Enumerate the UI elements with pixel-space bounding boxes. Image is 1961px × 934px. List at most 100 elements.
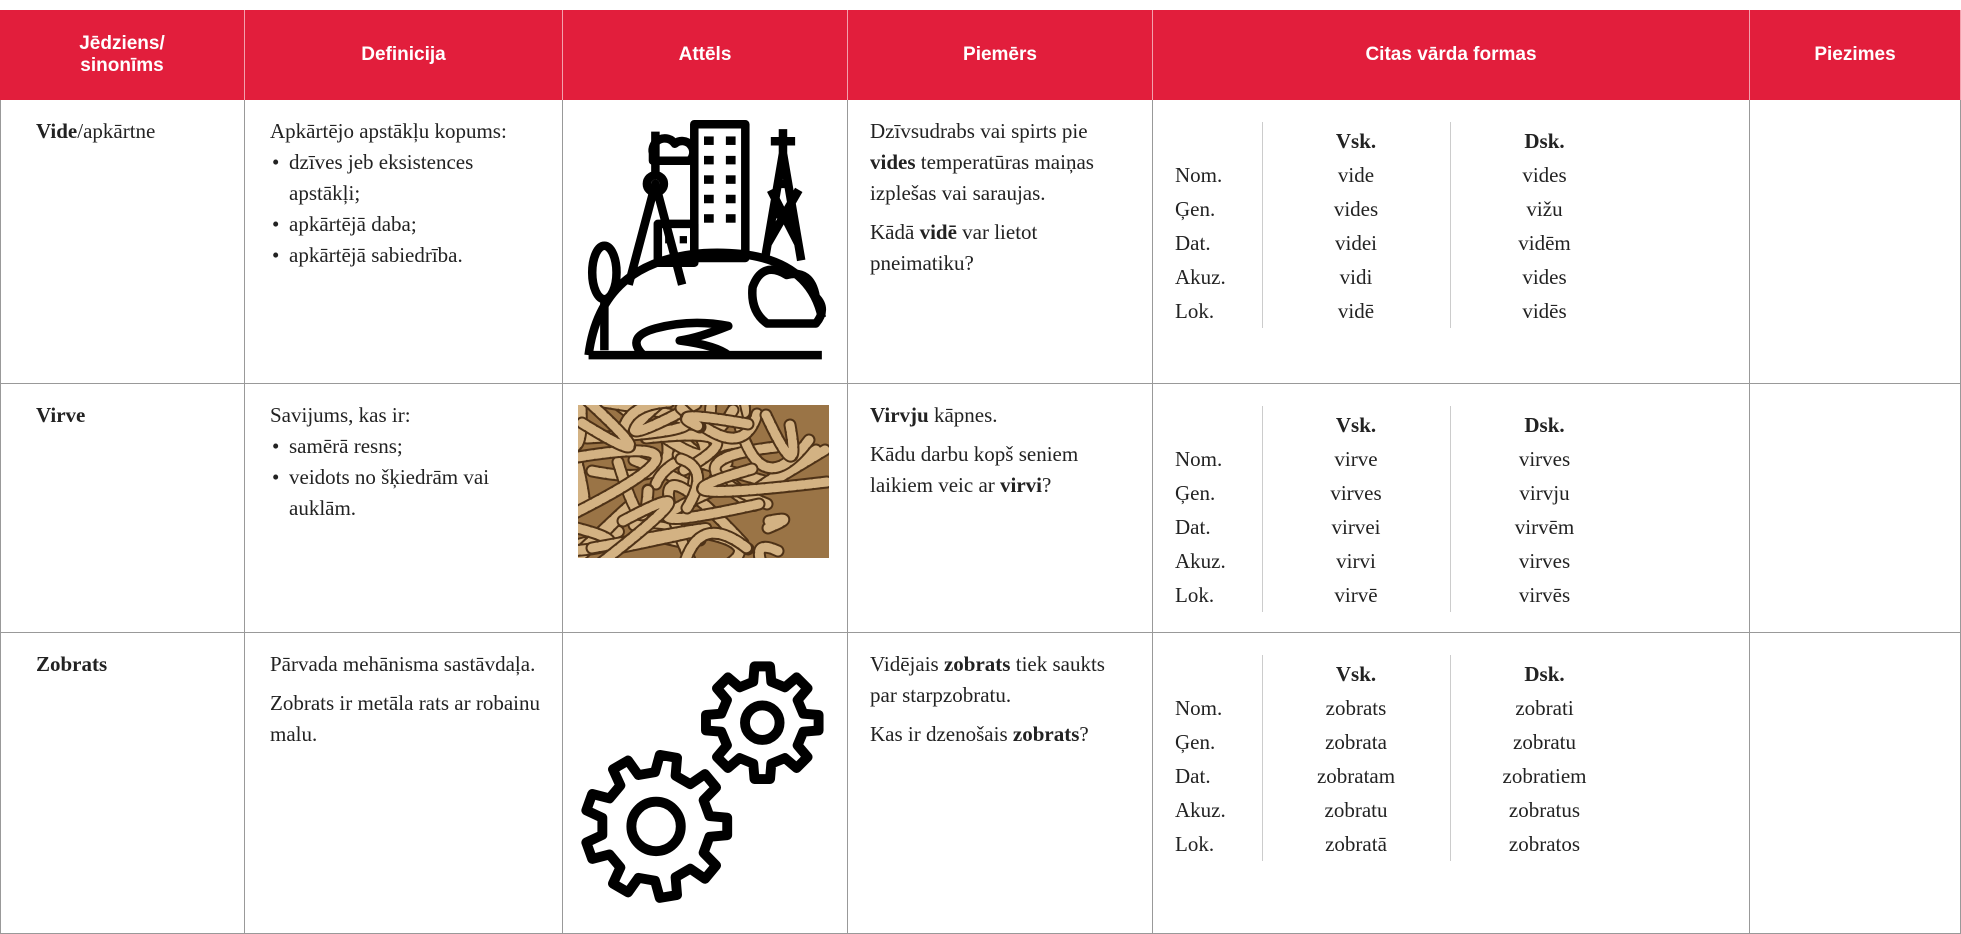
header-cell: Jēdziens/ sinonīms [0,10,245,100]
graphic [584,248,827,356]
form: zobratiem [1502,764,1587,788]
definition: Savijums, kas ir: • samērā resns; • veidots … [270,400,542,524]
case-label: Akuz. [1175,265,1226,289]
case-label: Ģen. [1175,730,1216,754]
paragraph: Dzīvsudrabs vai spirts pie vides tempera… [870,116,1132,209]
paragraph: Savijums, kas ir: [270,403,411,427]
image-cell [563,100,848,384]
bullet-text: apkārtējā daba; [289,212,417,236]
graphic [725,136,736,145]
graphic [698,464,832,496]
form: vidē [1337,299,1375,323]
paragraph: Zobrats ir metāla rats ar robainu malu. [270,691,540,746]
singular-forms: Vsk. zobrats zobrata zobratam zobratu zobratā [1262,657,1450,861]
definition-cell: Apkārtējo apstākļu kopums: • dzīves jeb ek… [245,100,563,384]
bold-text: Zobrats [36,652,108,676]
definition: Apkārtējo apstākļu kopums: • dzīves jeb ek… [270,116,542,271]
graphic [704,155,714,165]
image [581,117,827,366]
graphic [725,175,736,184]
form: zobrata [1325,730,1387,754]
column-separator [1450,655,1451,861]
graphic [760,129,806,262]
paragraph: Apkārtējo apstākļu kopums: [270,119,507,143]
case-label: Ģen. [1175,481,1216,505]
bullet: • [272,243,280,267]
case-label: Dat. [1175,764,1211,788]
graphic [704,214,714,223]
example-cell: Dzīvsudrabs vai spirts pie vides tempera… [848,100,1153,384]
case-label: Akuz. [1175,798,1226,822]
case-label: Nom. [1175,696,1223,720]
graphic [581,749,733,903]
graphic [587,497,674,575]
bullet-item: • veidots no šķiedrām vai auklām. [270,462,542,524]
form: zobratos [1508,832,1581,856]
bold-text: virvi [1000,473,1043,497]
case-label: Lok. [1175,583,1215,607]
graphic [574,388,635,452]
form: vides [1522,265,1567,289]
bold-text: Vide [36,119,78,143]
graphic [681,528,753,564]
term-cell: Vide/apkārtne [0,100,245,384]
form: zobratam [1316,764,1396,788]
form: vides [1522,163,1567,187]
graphic [690,120,750,263]
definition-cell: Savijums, kas ir: • samērā resns; • veidots … [245,384,563,633]
form: vides [1333,197,1379,221]
bullet-item: • dzīves jeb eksistences apstākļi; [270,147,542,209]
text: kāpnes. [928,403,998,427]
form: virvju [1519,481,1570,505]
form: virvē [1334,583,1378,607]
number-header: Dsk. [1524,129,1565,153]
graphic [524,356,834,616]
form: virves [1518,549,1571,573]
paragraph: Vidējais zobrats tiek saukts par starpzo… [870,649,1132,711]
form: vidēm [1518,231,1571,255]
bullet: • [272,465,280,489]
header-cell: Citas vārda formas [1153,10,1750,100]
graphic [725,214,736,223]
number-header: Vsk. [1335,413,1377,437]
paragraph: Kādā vidē var lietot pneimatiku? [870,217,1132,279]
term: Vide/apkārtne [36,116,155,147]
term: Zobrats [36,649,107,680]
case-label: Lok. [1175,299,1215,323]
case-labels: Nom. Ģen. Dat. Akuz. Lok. [1175,442,1226,612]
example-cell: Virvju kāpnes. Kādu darbu kopš seniem lai… [848,384,1153,633]
form: virvēm [1514,515,1575,539]
graphic [665,136,736,244]
case-label: Lok. [1175,832,1215,856]
text: Vidējais [870,652,944,676]
graphic [624,179,687,286]
graphic [748,265,827,328]
bold-text: Virve [36,403,86,427]
bold-text: vides [870,150,916,174]
bold-text: zobrats [1012,722,1080,746]
bullet-text: veidots no šķiedrām vai auklām. [289,465,490,520]
graphic [681,412,753,432]
plural-forms: Dsk. vides vižu vidēm vides vidēs [1450,124,1639,328]
text: /apkārtne [77,119,156,143]
case-label: Dat. [1175,515,1211,539]
text: Kādu darbu kopš seniem laikiem veic ar [870,442,1079,497]
number-header: Vsk. [1335,662,1377,686]
bold-text: Virvju [870,403,929,427]
text: tiek saukts par starpzobratu. [870,652,1105,707]
form: zobratu [1324,798,1388,822]
case-labels: Nom. Ģen. Dat. Akuz. Lok. [1175,691,1226,861]
form: virvēs [1518,583,1571,607]
header-cell: Piemērs [848,10,1153,100]
column-separator [1450,122,1451,328]
graphic [676,454,703,513]
bullet-item: • samērā resns; [270,431,542,462]
column-separator [1262,406,1263,612]
graphic [763,514,789,533]
text: Kas ir dzenošais [870,722,1013,746]
form: virve [1334,447,1378,471]
header-cell: Attēls [563,10,848,100]
text: Kādā [870,220,920,244]
bullet: • [272,212,280,236]
singular-forms: Vsk. virve virves virvei virvi virvē [1262,408,1450,612]
